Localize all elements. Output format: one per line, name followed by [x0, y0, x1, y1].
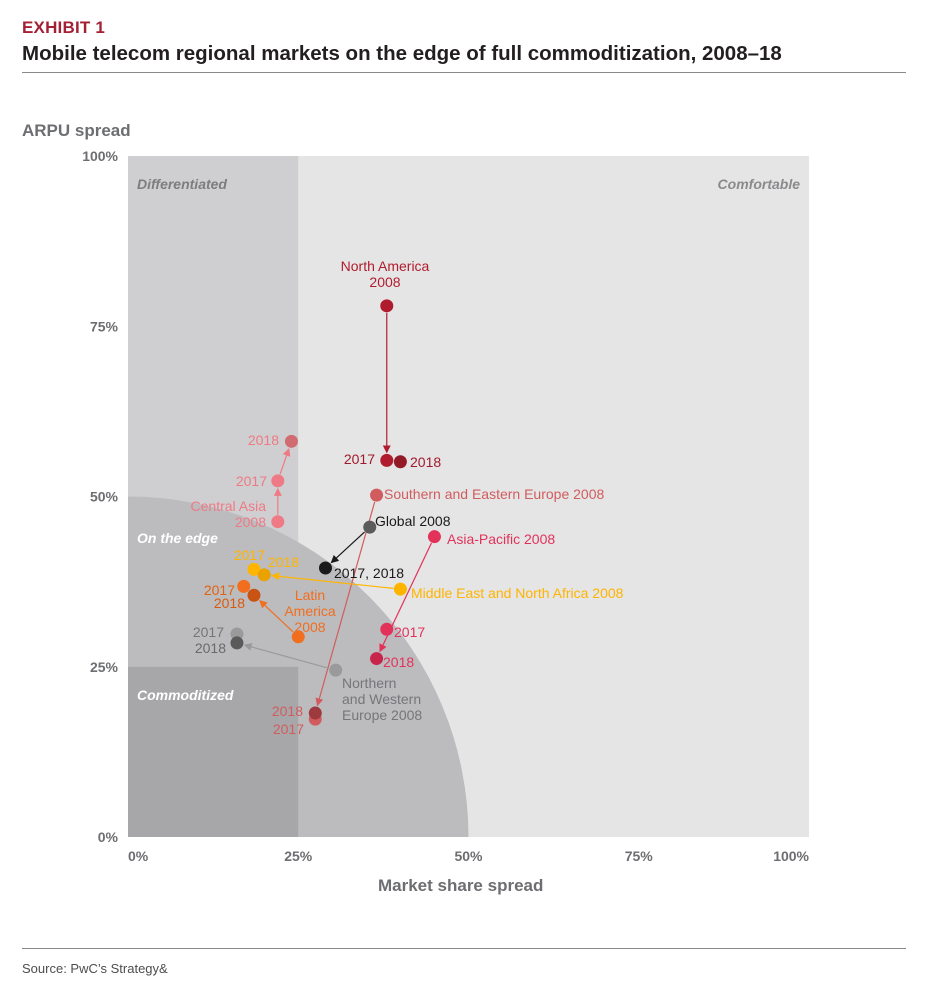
zone-label-comfortable: Comfortable: [718, 176, 801, 192]
point-global-2017-2018: [318, 561, 332, 575]
point-asia-pacific-2018: [370, 652, 384, 666]
label-north-america-2008: North America 2008: [341, 258, 430, 290]
arrow-southern-eastern-europe: [315, 501, 376, 707]
y-tick-label: 100%: [82, 148, 118, 164]
label-north-america-2017: 2017: [344, 451, 375, 467]
label-middle-east-and-north-africa-2008: Middle East and North Africa 2008: [411, 585, 624, 601]
arrow-mena: [271, 572, 394, 589]
label-northern-and-western-europe-2017: 2017: [193, 624, 224, 640]
zone-commoditized-bg: [128, 666, 299, 837]
point-north-america-2018: [393, 455, 407, 469]
label-southern-and-eastern-europe-2018: 2018: [272, 703, 303, 719]
point-central-asia-2008: [271, 515, 285, 529]
label-asia-pacific-2018: 2018: [383, 654, 414, 670]
point-southern-and-eastern-europe-2018: [308, 706, 322, 720]
label-southern-and-eastern-europe-2017: 2017: [273, 721, 304, 737]
point-northern-and-western-europe-2018: [230, 636, 244, 650]
zone-label-commoditized: Commoditized: [137, 687, 234, 703]
zone-label-differentiated: Differentiated: [137, 176, 227, 192]
arrow-northern-western-europe: [243, 643, 330, 669]
point-northern-and-western-europe-2008: [329, 663, 343, 677]
label-northern-and-western-europe-2018: 2018: [195, 640, 226, 656]
chart-title: Mobile telecom regional markets on the e…: [22, 42, 782, 65]
point-latin-america-2018: [247, 588, 261, 602]
point-north-america-2008: [380, 299, 394, 313]
y-axis-label: ARPU spread: [22, 121, 131, 140]
arrow-latin-america: [259, 600, 294, 633]
point-north-america-2017: [380, 453, 394, 467]
bottom-divider: [22, 948, 906, 949]
arrow-central-asia-b: [279, 447, 291, 475]
point-latin-america-2008: [291, 630, 305, 644]
zone-label-on-the-edge: On the edge: [137, 530, 218, 546]
point-central-asia-2017: [271, 474, 285, 488]
x-tick-label: 100%: [773, 848, 809, 864]
label-central-asia-2017: 2017: [236, 473, 267, 489]
x-tick-label: 25%: [284, 848, 313, 864]
label-southern-and-eastern-europe-2008: Southern and Eastern Europe 2008: [384, 486, 604, 502]
y-tick-label: 0%: [98, 829, 119, 845]
x-tick-label: 50%: [454, 848, 483, 864]
point-middle-east-and-north-africa-2018: [257, 568, 271, 582]
label-central-asia-2018: 2018: [248, 432, 279, 448]
label-asia-pacific-2017: 2017: [394, 624, 425, 640]
data-points: [230, 299, 441, 726]
label-global-2017-2018: 2017, 2018: [334, 565, 404, 581]
label-global-2008: Global 2008: [375, 513, 451, 529]
label-latin-america-2017: 2017: [204, 582, 235, 598]
chart-zones: Differentiated Comfortable On the edge Comm…: [128, 156, 809, 837]
point-central-asia-2018: [284, 434, 298, 448]
y-tick-label: 25%: [90, 659, 119, 675]
y-tick-label: 50%: [90, 489, 119, 505]
label-asia-pacific-2008: Asia-Pacific 2008: [447, 531, 555, 547]
point-asia-pacific-2017: [380, 622, 394, 636]
top-divider: [22, 72, 906, 73]
label-latin-america-2008: Latin America 2008: [284, 587, 336, 635]
point-middle-east-and-north-africa-2017: [247, 562, 261, 576]
point-asia-pacific-2008: [427, 530, 441, 544]
point-middle-east-and-north-africa-2008: [393, 582, 407, 596]
x-axis-label: Market share spread: [378, 876, 544, 895]
label-central-asia-2008: Central Asia 2008: [191, 498, 267, 530]
label-latin-america-2018: 2018: [214, 595, 245, 611]
source-note: Source: PwC’s Strategy&: [22, 961, 168, 976]
arrow-global: [330, 531, 366, 564]
label-middle-east-and-north-africa-2017: 2017: [234, 547, 265, 563]
exhibit-label: EXHIBIT 1: [22, 18, 106, 37]
point-latin-america-2017: [237, 579, 251, 593]
point-southern-and-eastern-europe-2008: [370, 488, 384, 502]
point-global-2008: [363, 520, 377, 534]
axis-ticks: 0% 25% 50% 75% 100% 0% 25% 50% 75% 100%: [82, 148, 809, 864]
label-north-america-2018: 2018: [410, 454, 441, 470]
x-tick-label: 0%: [128, 848, 149, 864]
label-middle-east-and-north-africa-2018: 2018: [268, 554, 299, 570]
label-northern-and-western-europe-2008: Northern and Western Europe 2008: [342, 675, 422, 723]
x-tick-label: 75%: [625, 848, 654, 864]
y-tick-label: 75%: [90, 318, 119, 334]
